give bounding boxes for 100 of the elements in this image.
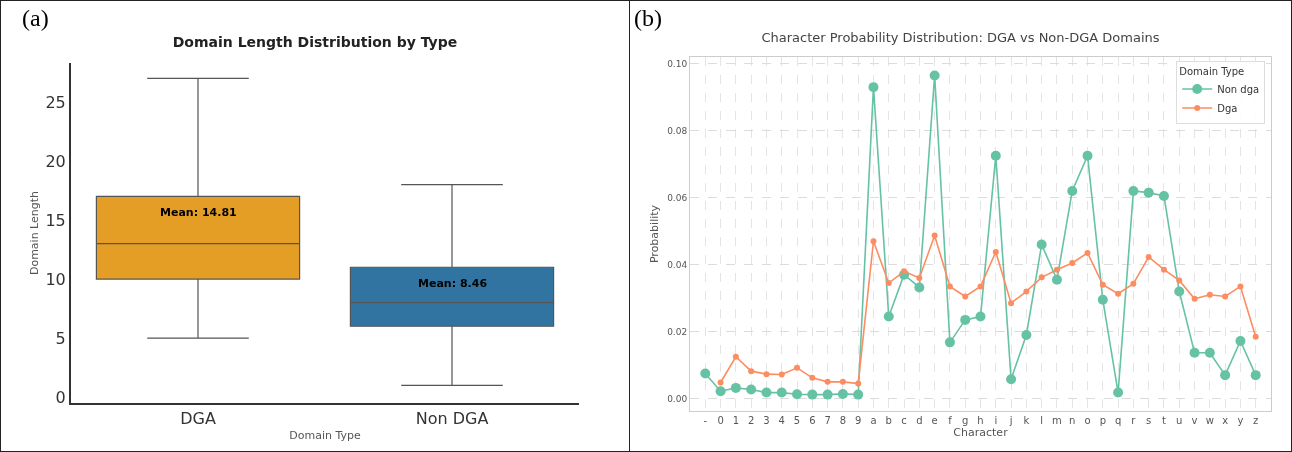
point bbox=[1220, 370, 1231, 381]
point bbox=[916, 275, 923, 282]
point bbox=[1084, 249, 1091, 256]
y-tick-label: 0.08 bbox=[667, 125, 688, 136]
x-axis-title: Character bbox=[953, 426, 1009, 439]
point bbox=[778, 371, 785, 378]
point bbox=[776, 387, 787, 398]
point bbox=[870, 238, 877, 245]
point bbox=[1204, 347, 1215, 358]
point bbox=[992, 248, 999, 255]
point bbox=[1160, 266, 1167, 273]
point bbox=[1006, 374, 1017, 385]
point bbox=[1206, 291, 1213, 298]
x-tick-label: 6 bbox=[809, 415, 816, 426]
point bbox=[962, 293, 969, 300]
x-tick-label: 0 bbox=[717, 415, 724, 426]
point bbox=[822, 389, 833, 400]
point bbox=[960, 314, 971, 325]
y-axis-title: Domain Length bbox=[28, 190, 41, 276]
x-tick-label: f bbox=[948, 415, 953, 426]
point bbox=[1051, 274, 1062, 285]
point bbox=[929, 70, 940, 81]
point bbox=[1130, 280, 1137, 287]
point bbox=[1036, 239, 1047, 250]
point bbox=[1082, 150, 1093, 161]
annotation: Mean: 8.46 bbox=[418, 277, 488, 290]
point bbox=[1113, 387, 1124, 398]
y-tick-label: 0.10 bbox=[667, 58, 688, 69]
x-tick-label: s bbox=[1146, 415, 1152, 426]
point bbox=[1069, 259, 1076, 266]
point bbox=[1099, 281, 1106, 288]
point bbox=[868, 82, 879, 93]
x-tick-label: 1 bbox=[732, 415, 740, 426]
legend-label: Dga bbox=[1217, 102, 1238, 114]
x-tick-label: h bbox=[977, 415, 984, 426]
point bbox=[946, 283, 953, 290]
point bbox=[914, 282, 925, 293]
y-tick-label: 15 bbox=[45, 210, 66, 230]
x-tick-label: k bbox=[1023, 415, 1030, 426]
x-tick-label: y bbox=[1237, 415, 1244, 426]
y-tick-label: 0 bbox=[55, 387, 66, 407]
x-tick-label: z bbox=[1253, 415, 1259, 426]
point bbox=[901, 268, 908, 275]
point bbox=[977, 283, 984, 290]
x-tick-label: n bbox=[1069, 415, 1076, 426]
x-tick-label: DGA bbox=[180, 409, 216, 429]
x-tick-label: 5 bbox=[793, 415, 801, 426]
y-axis-title: Probability bbox=[648, 204, 661, 264]
x-tick-label: v bbox=[1191, 415, 1198, 426]
x-tick-label: b bbox=[885, 415, 892, 426]
point bbox=[1235, 336, 1246, 346]
point bbox=[807, 389, 818, 400]
point bbox=[730, 382, 741, 393]
legend-label: Non dga bbox=[1217, 83, 1260, 95]
point bbox=[1252, 333, 1259, 340]
annotation: Mean: 14.81 bbox=[160, 206, 237, 219]
x-tick-label: d bbox=[916, 415, 923, 426]
x-tick-label: e bbox=[931, 415, 938, 426]
x-tick-label: i bbox=[994, 415, 998, 426]
chart-title: Character Probability Distribution: DGA vs Non-DGA Domains bbox=[761, 29, 1160, 45]
point bbox=[1191, 295, 1198, 302]
y-tick-label: 5 bbox=[55, 328, 66, 348]
x-tick-label: Non DGA bbox=[415, 409, 489, 429]
x-tick-label: t bbox=[1162, 415, 1167, 426]
point bbox=[761, 387, 772, 398]
point bbox=[794, 364, 801, 371]
y-tick-label: 0.00 bbox=[667, 393, 688, 404]
chart-title: Domain Length Distribution by Type bbox=[172, 33, 458, 50]
point bbox=[717, 379, 724, 386]
x-tick-label: r bbox=[1131, 415, 1137, 426]
point bbox=[748, 368, 755, 375]
y-tick-label: 0.02 bbox=[667, 326, 688, 337]
x-tick-label: j bbox=[1008, 415, 1013, 426]
point bbox=[975, 311, 986, 322]
x-tick-label: o bbox=[1084, 415, 1091, 426]
point bbox=[853, 389, 864, 400]
x-tick-label: a bbox=[870, 415, 877, 426]
y-tick-label: 25 bbox=[45, 92, 66, 112]
x-tick-label: 7 bbox=[824, 415, 831, 426]
legend-title: Domain Type bbox=[1179, 65, 1245, 77]
point bbox=[1021, 329, 1032, 340]
point bbox=[700, 368, 711, 379]
point bbox=[1174, 286, 1185, 297]
point bbox=[746, 384, 757, 395]
point bbox=[1008, 300, 1015, 307]
x-tick-label: 8 bbox=[839, 415, 847, 426]
x-axis-title: Domain Type bbox=[289, 428, 361, 442]
y-tick-label: 20 bbox=[45, 151, 66, 171]
point bbox=[1053, 266, 1060, 273]
x-tick-label: 4 bbox=[778, 415, 785, 426]
point bbox=[1176, 277, 1183, 284]
point bbox=[824, 378, 831, 385]
point bbox=[1145, 253, 1152, 260]
x-tick-label: 2 bbox=[747, 415, 755, 426]
y-tick-label: 0.06 bbox=[667, 192, 688, 203]
point bbox=[809, 374, 816, 381]
point bbox=[1023, 288, 1030, 295]
point bbox=[1237, 283, 1244, 290]
point bbox=[990, 150, 1001, 161]
point bbox=[1097, 294, 1108, 305]
